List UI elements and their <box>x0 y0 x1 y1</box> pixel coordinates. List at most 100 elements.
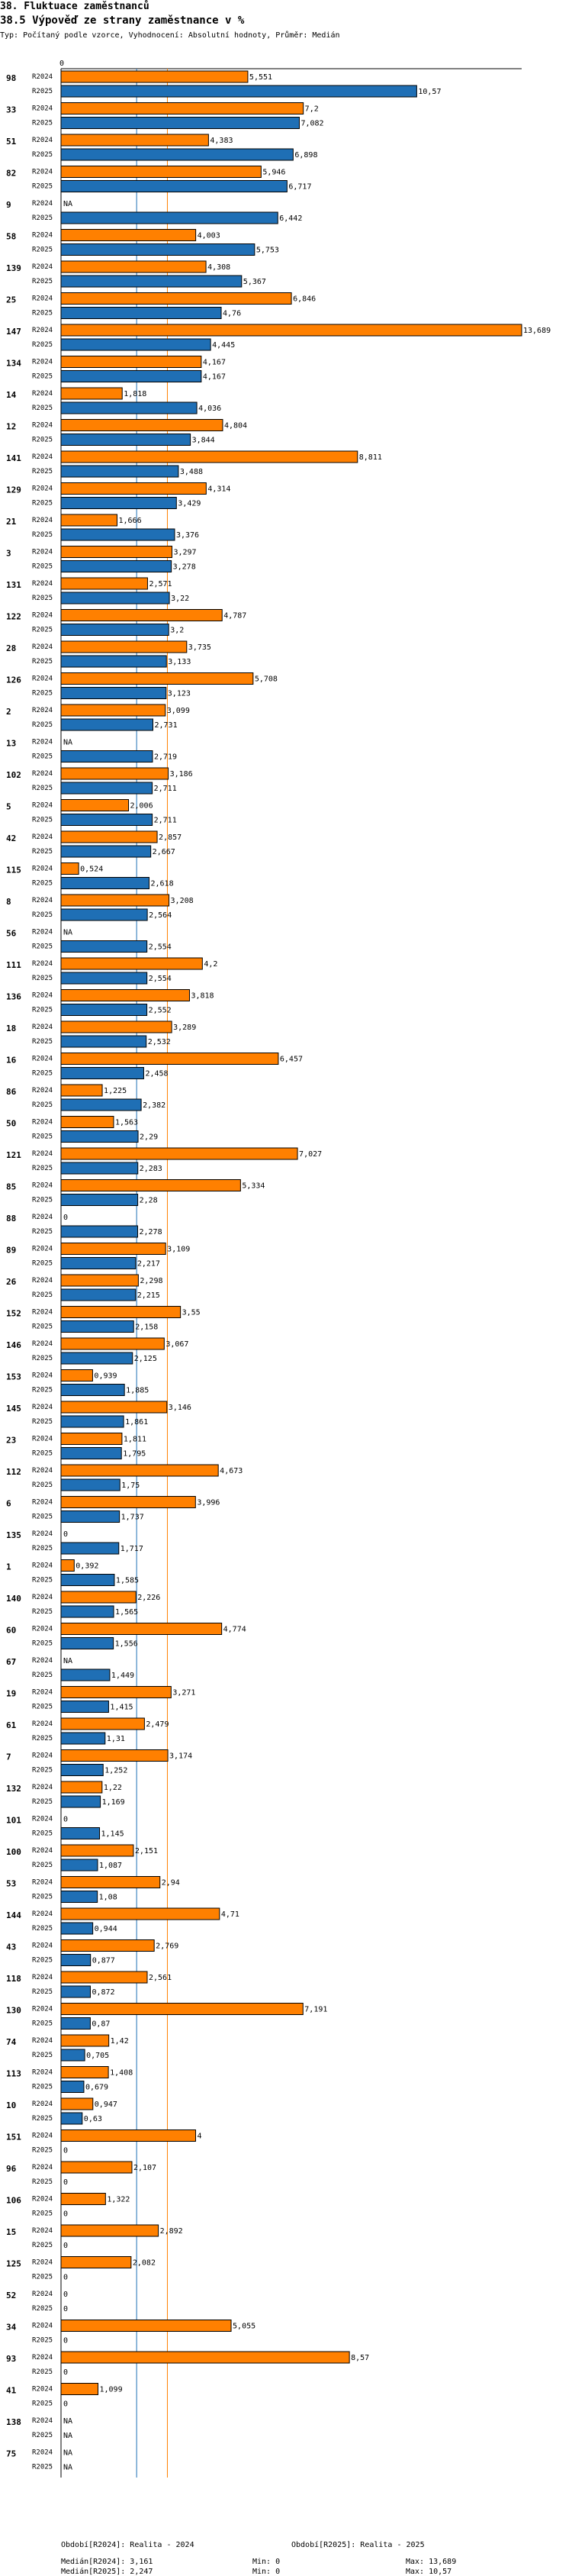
value-label-r2025: 6,442 <box>279 214 302 223</box>
bar-r2024 <box>60 1464 219 1477</box>
bar-r2024 <box>60 1686 172 1698</box>
series-label-r2025: R2025 <box>32 120 53 127</box>
value-label-r2024: 4,787 <box>223 612 246 621</box>
series-label-r2024: R2024 <box>32 2354 53 2362</box>
value-label-r2025: 2,552 <box>149 1007 172 1015</box>
category-label: 100 <box>6 1847 21 1857</box>
bar-r2024 <box>60 1020 172 1033</box>
bar-r2024 <box>60 2193 106 2205</box>
bar-r2025 <box>60 1447 122 1459</box>
series-label-r2024: R2024 <box>32 1657 53 1665</box>
category-label: 33 <box>6 105 16 115</box>
bar-r2024 <box>60 2066 109 2078</box>
bar-r2025 <box>60 497 177 509</box>
category-label: 121 <box>6 1150 21 1160</box>
series-label-r2025: R2025 <box>32 943 53 951</box>
value-label-r2024: 7,2 <box>305 105 319 114</box>
value-label-r2024: 2,107 <box>133 2164 156 2172</box>
series-label-r2024: R2024 <box>32 1626 53 1633</box>
bar-r2024 <box>60 260 207 273</box>
series-label-r2024: R2024 <box>32 643 53 651</box>
value-label-r2025: 0 <box>63 2305 68 2313</box>
value-label-r2025: 2,29 <box>140 1133 158 1142</box>
series-label-r2024: R2024 <box>32 2196 53 2204</box>
series-label-r2025: R2025 <box>32 373 53 381</box>
series-label-r2024: R2024 <box>32 739 53 746</box>
bar-r2025 <box>60 814 153 826</box>
footer-median-2024: Medián[R2024]: 3,161 <box>61 2558 153 2566</box>
series-label-r2025: R2025 <box>32 1355 53 1362</box>
category-label: 89 <box>6 1246 16 1256</box>
value-label-r2025: 1,087 <box>99 1862 122 1870</box>
value-label-r2024: 5,946 <box>262 169 285 177</box>
bar-r2025 <box>60 401 198 414</box>
series-label-r2025: R2025 <box>32 2084 53 2091</box>
bar-r2024 <box>60 2161 133 2174</box>
series-label-r2024: R2024 <box>32 232 53 240</box>
category-label: 96 <box>6 2164 17 2174</box>
category-label: 41 <box>6 2386 17 2396</box>
bar-r2025 <box>60 1701 109 1713</box>
bar-r2024 <box>60 1717 145 1730</box>
bar-r2025 <box>60 1542 120 1555</box>
bar-r2024 <box>60 229 197 241</box>
series-label-r2025: R2025 <box>32 437 53 444</box>
series-label-r2025: R2025 <box>32 310 53 318</box>
category-label: 118 <box>6 1974 21 1984</box>
series-label-r2024: R2024 <box>32 1816 53 1823</box>
series-label-r2024: R2024 <box>32 580 53 588</box>
bar-r2025 <box>60 1384 125 1396</box>
bar-r2024 <box>60 2034 110 2047</box>
series-label-r2024: R2024 <box>32 295 53 303</box>
value-label-r2025: 3,22 <box>171 595 189 603</box>
category-label: 136 <box>6 992 21 1002</box>
bar-r2025 <box>60 1067 144 1079</box>
value-label-r2024: 4,673 <box>220 1467 243 1475</box>
value-label-r2024: 13,689 <box>523 327 551 335</box>
series-label-r2025: R2025 <box>32 183 53 191</box>
bar-r2024 <box>60 830 158 843</box>
value-label-r2025: 0 <box>63 2242 68 2250</box>
series-label-r2024: R2024 <box>32 1974 53 1981</box>
value-label-r2025: 0 <box>63 2147 68 2155</box>
value-label-r2024: NA <box>63 739 72 747</box>
category-label: 126 <box>6 675 21 685</box>
value-label-r2025: 0 <box>63 2178 68 2187</box>
series-label-r2025: R2025 <box>32 1260 53 1268</box>
bar-r2025 <box>60 1922 94 1935</box>
series-label-r2025: R2025 <box>32 1862 53 1869</box>
bar-r2024 <box>60 1781 103 1794</box>
bar-r2024 <box>60 799 130 811</box>
series-label-r2025: R2025 <box>32 2432 53 2439</box>
value-label-r2025: 0,944 <box>95 1925 117 1933</box>
series-label-r2024: R2024 <box>32 390 53 398</box>
value-label-r2025: 4,036 <box>198 405 221 413</box>
value-label-r2025: 3,278 <box>173 563 196 572</box>
axis-zero-label: 0 <box>59 60 64 68</box>
value-label-r2024: 2,571 <box>149 580 172 588</box>
series-label-r2025: R2025 <box>32 2242 53 2249</box>
series-label-r2025: R2025 <box>32 88 53 95</box>
bar-r2024 <box>60 2003 304 2015</box>
series-label-r2025: R2025 <box>32 817 53 824</box>
category-label: 2 <box>6 707 11 717</box>
chart-title: 38. Fluktuace zaměstnanců <box>0 1 149 12</box>
bar-r2024 <box>60 1559 75 1572</box>
category-label: 152 <box>6 1309 21 1319</box>
value-label-r2024: 4,804 <box>224 422 247 430</box>
series-label-r2024: R2024 <box>32 2100 53 2108</box>
bar-r2024 <box>60 1116 114 1128</box>
series-label-r2024: R2024 <box>32 2417 53 2425</box>
series-label-r2024: R2024 <box>32 2037 53 2045</box>
series-label-r2024: R2024 <box>32 802 53 810</box>
series-label-r2025: R2025 <box>32 151 53 159</box>
value-label-r2024: 6,846 <box>293 295 316 304</box>
series-label-r2024: R2024 <box>32 1436 53 1443</box>
category-label: 98 <box>6 73 16 83</box>
value-label-r2025: 1,169 <box>102 1798 125 1807</box>
bar-r2025 <box>60 1827 101 1839</box>
value-label-r2024: 4,71 <box>221 1910 239 1919</box>
series-label-r2025: R2025 <box>32 1894 53 1901</box>
series-label-r2024: R2024 <box>32 549 53 556</box>
